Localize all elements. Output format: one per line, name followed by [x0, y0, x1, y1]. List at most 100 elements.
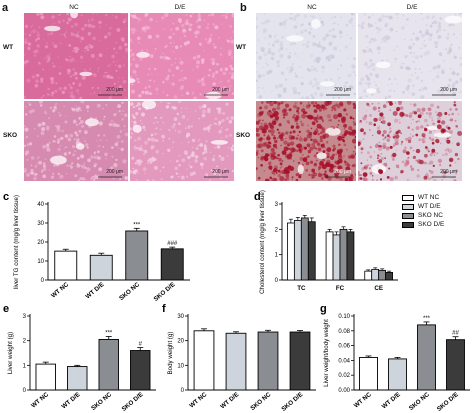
histology-image-a-wt-de: 200 μm — [130, 13, 234, 99]
histology-image-b-wt-de: 200 μm — [358, 13, 462, 99]
y-tick-label: 0.00 — [338, 388, 350, 394]
bar-wt-nc — [193, 330, 215, 391]
figure-legend: WT NC WT D/E SKO NC SKO D/E — [402, 193, 444, 229]
x-tick-label: WT NC — [188, 391, 208, 410]
legend-entry: WT D/E — [402, 202, 444, 211]
x-tick-label: WT NC — [30, 391, 50, 410]
panel-b-col-label-nc: NC — [307, 4, 317, 11]
x-tick-label: WT D/E — [60, 391, 81, 410]
y-tick-label: 0 — [23, 388, 27, 394]
legend-label-wt-de: WT D/E — [418, 203, 441, 210]
y-tick-label: 2 — [23, 339, 27, 345]
scale-bar-label: 200 μm — [440, 87, 457, 93]
x-tick-label: WT NC — [50, 281, 70, 300]
y-tick-label: 10 — [37, 259, 44, 265]
histology-image-b-sko-nc: 200 μm — [256, 101, 356, 181]
panel-letter-g: g — [320, 303, 327, 315]
bar-wt-d-e — [89, 254, 113, 281]
y-tick-label: 0 — [275, 278, 279, 284]
legend-swatch-sko-nc — [402, 212, 414, 219]
x-tick-label: SKO NC — [408, 391, 431, 412]
panel-a-row-label-wt: WT — [3, 44, 14, 51]
bar-sko-d-e — [130, 350, 151, 391]
x-tick-label: WT D/E — [381, 391, 402, 410]
x-tick-label: SKO NC — [90, 391, 113, 412]
y-tick-label: 10 — [177, 363, 184, 369]
x-tick-label: WT NC — [353, 391, 373, 410]
y-axis-label: Liver weight (g) — [7, 332, 14, 374]
y-tick-label: 0.02 — [338, 373, 350, 379]
bar-wt-d-e — [67, 366, 88, 391]
scale-bar-label: 200 μm — [334, 169, 351, 175]
panel-b-row-label-wt: WT — [236, 44, 247, 51]
chart-panel-e: e Liver weight (g) 0 1 2 3 WT NC WT D/E *** SKO N… — [3, 303, 156, 413]
panel-letter-e: e — [3, 303, 9, 315]
x-tick-label: TC — [297, 285, 306, 292]
y-tick-label: 20 — [37, 240, 44, 246]
y-tick-label: 0 — [41, 278, 45, 284]
histology-image-a-sko-de: 200 μm — [130, 101, 234, 181]
panel-letter-b: b — [240, 2, 247, 14]
x-tick-label: CE — [374, 285, 383, 292]
significance-label: ### — [167, 241, 178, 247]
legend-label-sko-nc: SKO NC — [418, 212, 443, 219]
bar-fc-wt-nc — [325, 231, 334, 281]
y-tick-label: 0.08 — [338, 329, 350, 335]
y-tick-label: 0.10 — [338, 314, 350, 320]
bar-wt-nc — [359, 356, 378, 391]
x-tick-label: SKO D/E — [436, 391, 460, 413]
chart-panel-g: g Liver weight/body weight 0.00 0.02 0.04 0.0… — [320, 303, 470, 413]
chart-panel-c: c liver TG content (mg/g liver tissue) 0 10… — [3, 191, 190, 302]
bar-fc-sko-nc — [339, 228, 348, 281]
scale-bar-label: 200 μm — [106, 87, 123, 93]
bar-wt-d-e — [388, 358, 407, 391]
scale-bar-label: 200 μm — [212, 169, 229, 175]
bar-sko-d-e — [289, 331, 311, 391]
y-tick-label: 20 — [177, 339, 184, 345]
y-tick-label: 3 — [23, 314, 27, 320]
bar-sko-d-e — [160, 248, 184, 281]
significance-label: *** — [423, 316, 431, 322]
legend-label-sko-de: SKO D/E — [418, 221, 445, 228]
y-axis-label: Liver weight/body weight — [323, 319, 330, 387]
y-axis-label: liver TG content (mg/g liver tissue) — [13, 195, 20, 289]
x-tick-label: WT D/E — [84, 281, 105, 300]
legend-swatch-wt-de — [402, 203, 414, 210]
bar-wt-d-e — [225, 332, 247, 391]
y-tick-label: 1 — [23, 363, 27, 369]
legend-entry: WT NC — [402, 193, 444, 202]
y-axis-label: Cholesterol content (mg/g liver tissue) — [259, 190, 266, 294]
significance-label: *** — [133, 222, 141, 228]
y-tick-label: 3 — [275, 202, 279, 208]
y-tick-label: 1 — [275, 253, 279, 259]
legend-entry: SKO NC — [402, 211, 444, 220]
panel-a-row-label-sko: SKO — [3, 132, 18, 139]
y-tick-label: 30 — [37, 221, 44, 227]
histology-image-a-wt-nc: 200 μm — [24, 13, 128, 99]
legend-swatch-wt-nc — [402, 194, 414, 201]
bar-ce-sko-d-e — [385, 272, 393, 281]
y-tick-label: 0.04 — [338, 358, 350, 364]
scale-bar-label: 200 μm — [334, 87, 351, 93]
panel-a-col-label-de: D/E — [174, 4, 186, 11]
scale-bar-label: 200 μm — [212, 87, 229, 93]
histology-image-a-sko-nc: 200 μm — [24, 101, 128, 181]
x-tick-label: SKO NC — [249, 391, 272, 412]
bar-sko-nc — [417, 324, 436, 391]
y-tick-label: 0.06 — [338, 344, 350, 350]
panel-b-row-label-sko: SKO — [236, 132, 251, 139]
x-tick-label: WT D/E — [219, 391, 240, 410]
panel-b-col-label-de: D/E — [406, 4, 418, 11]
y-axis-label: Body weight (g) — [167, 332, 174, 375]
x-tick-label: FC — [336, 285, 345, 292]
scale-bar-label: 200 μm — [106, 169, 123, 175]
bar-fc-wt-d-e — [332, 234, 341, 281]
significance-label: *** — [105, 330, 113, 336]
bar-sko-d-e — [446, 339, 465, 391]
panel-letter-f: f — [162, 303, 166, 315]
y-tick-label: 40 — [37, 202, 44, 208]
panel-a-col-label-nc: NC — [69, 4, 79, 11]
panel-letter-d: d — [254, 191, 261, 203]
bar-sko-nc — [125, 230, 149, 281]
